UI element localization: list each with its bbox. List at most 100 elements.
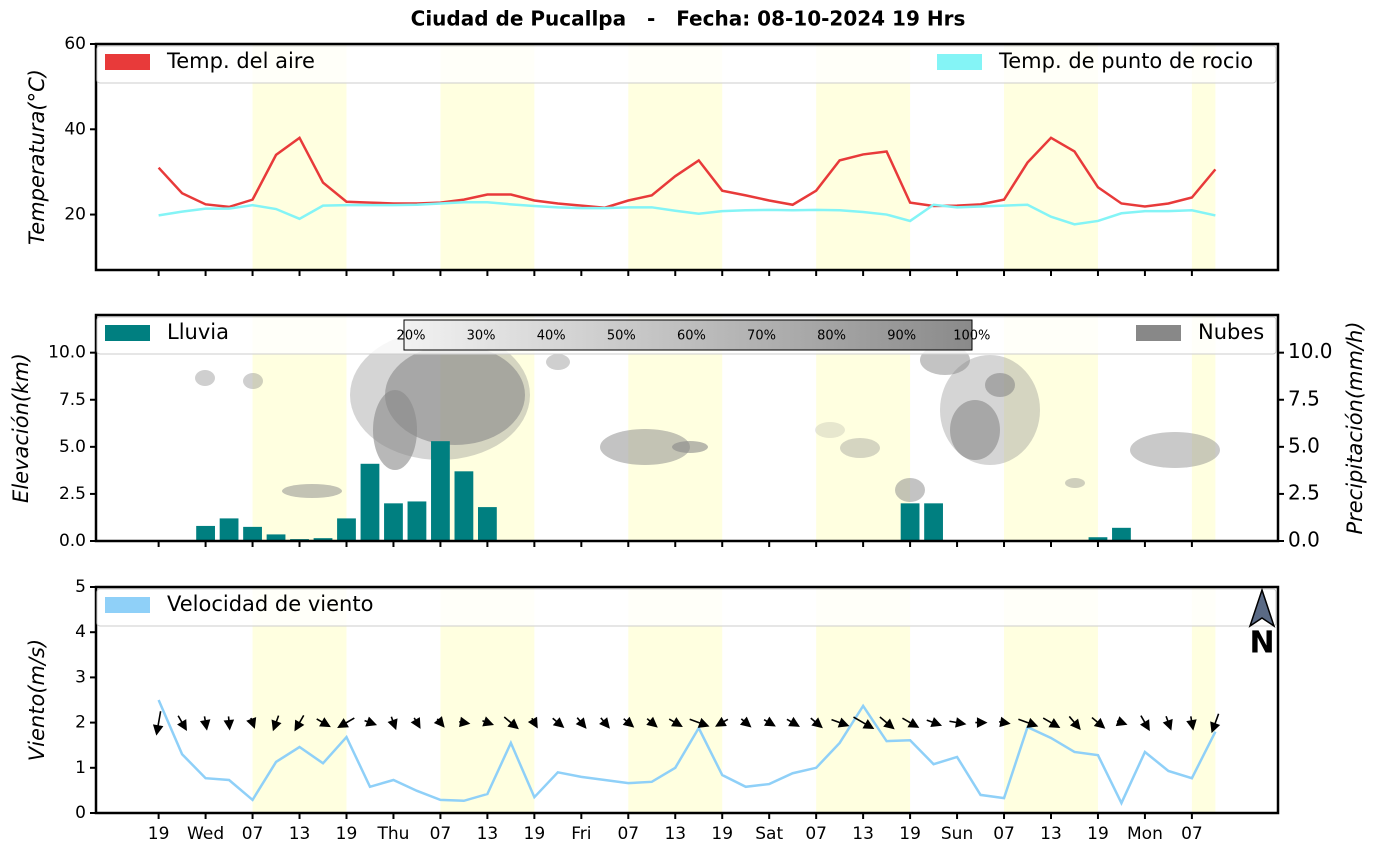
wind-arrow [337,717,355,729]
line [158,200,1216,226]
axes-frame [94,42,1280,272]
wind-arrow [271,715,282,732]
y-tick-label: 4 [75,622,86,642]
legend-swatch [105,325,150,341]
wind-arrow [552,717,565,729]
x-tick-label: 07 [1181,824,1203,844]
wind-arrow [459,716,471,728]
wind-arrow [410,717,421,729]
wind-arrow [810,717,823,729]
x-tick-label: 13 [289,824,311,844]
legend-box [96,588,1277,627]
y-axis-label: Elevación(km) [9,353,33,503]
y2-tick-label: 5.0 [1288,433,1320,457]
wind-arrow [1091,716,1106,729]
wind-arrow [152,711,164,736]
x-tick-label: Mon [1127,824,1163,844]
wind-arrow [599,717,610,729]
x-tick-label: 07 [242,824,264,844]
wind-arrow [902,717,920,728]
x-tick-label: 19 [148,824,170,844]
colorbar-label: 20% [397,329,426,344]
colorbar-label: 100% [953,329,990,344]
wind-arrow [387,716,398,731]
line [157,699,1217,806]
wind-arrow [1162,715,1173,731]
y-tick-label: 1 [75,758,86,778]
wind-arrow [199,716,211,731]
wind-arrow [998,716,1011,728]
y-tick-label: 2.5 [59,484,86,504]
north-label: N [1249,626,1274,661]
wind-arrow [1186,716,1197,731]
x-tick-label: Fri [571,824,591,844]
bar [337,518,356,541]
legend-label: Lluvia [167,320,229,344]
wind-arrow [1139,715,1150,732]
wind-arrow [879,716,895,730]
y-axis-label: Temperatura(°C) [25,69,49,245]
wind-arrow [853,716,875,730]
bar [384,503,403,541]
x-tick-label: 07 [617,824,639,844]
y2-tick-label: 0.0 [1288,528,1320,552]
x-tick-label: 13 [1040,824,1062,844]
x-tick-label: 19 [1087,824,1109,844]
wind-arrow [223,716,235,731]
x-tick-label: 19 [899,824,921,844]
x-tick-label: 07 [993,824,1015,844]
wind-arrow [926,717,943,728]
y-axis-label: Viento(m/s) [25,639,49,761]
wind-arrow [482,716,495,727]
y-tick-label: 10.0 [48,343,86,363]
x-tick-label: Sun [941,824,973,844]
wind-arrow [1115,716,1128,727]
y2-tick-label: 2.5 [1288,480,1320,504]
bar [431,441,450,541]
colorbar-label: 50% [607,329,636,344]
colorbar-label: 80% [817,329,846,344]
bar [266,534,286,541]
wind-arrow [786,716,800,727]
wind-arrow [177,715,187,731]
y-tick-label: 0 [75,803,86,823]
wind-arrow [364,716,378,727]
wind-arrow [831,717,850,728]
legend-swatch [937,54,982,70]
wind-arrow [739,716,752,728]
wind-arrow [668,717,683,727]
x-tick-label: 13 [664,824,686,844]
y-tick-label: 0.0 [59,531,86,551]
daytime-band [1191,587,1216,813]
bar [407,501,427,541]
clouds [195,330,1220,502]
x-tick-label: Wed [187,824,224,844]
wind-arrow [316,717,331,728]
legend-swatch [105,54,150,70]
colorbar-label: 70% [747,329,776,344]
wind-arrow [715,716,729,727]
bar [454,471,474,541]
y-tick-label: 5 [75,577,86,597]
bar [360,463,380,541]
daytime-band [1191,315,1216,541]
bar [196,525,215,541]
wind-arrow [622,716,635,728]
wind-arrow [1018,717,1039,728]
legend-label: Velocidad de viento [167,592,373,616]
colorbar-label: 60% [677,329,706,344]
y-tick-label: 40 [64,119,86,139]
bar [477,507,497,541]
colorbar-label: 40% [537,329,566,344]
colorbar-label: 90% [887,329,916,344]
line [157,135,1217,210]
wind-arrow [1210,713,1221,734]
legend-label: Temp. del aire [166,49,315,73]
wind-arrow [1068,715,1081,731]
x-tick-label: Sat [755,824,783,844]
north-arrow: N [1248,587,1276,661]
x-tick-label: 13 [477,824,499,844]
wind-arrow [575,717,587,729]
legend-label: Temp. de punto de rocio [998,49,1253,73]
bar [1088,537,1108,541]
